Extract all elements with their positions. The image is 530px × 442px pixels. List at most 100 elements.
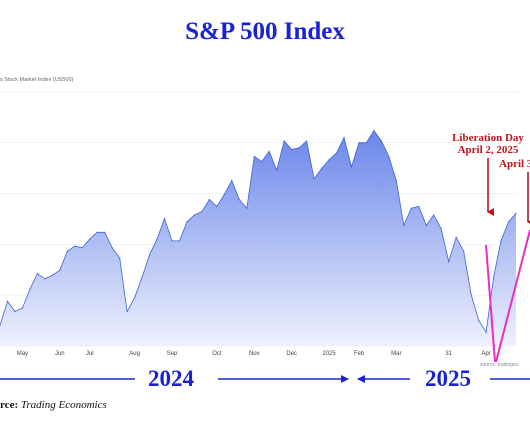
- data-point: [149, 254, 151, 256]
- data-point: [6, 300, 9, 302]
- data-point: [291, 149, 293, 151]
- data-point: [104, 231, 106, 233]
- data-point: [470, 293, 472, 295]
- data-point: [268, 150, 270, 152]
- data-point: [201, 211, 203, 213]
- data-point: [328, 159, 330, 161]
- data-point: [0, 324, 1, 326]
- source-name: Trading Economics: [20, 399, 107, 411]
- chart-source-note: source: tradingec: [480, 362, 519, 368]
- data-point: [119, 257, 121, 259]
- x-tick-label: May: [17, 351, 28, 357]
- data-point: [111, 247, 113, 249]
- data-point: [134, 297, 136, 299]
- data-point: [44, 278, 46, 280]
- x-tick-label: 31: [445, 351, 452, 357]
- x-tick-label: Nov: [249, 351, 260, 357]
- data-point: [156, 238, 158, 240]
- data-point: [89, 238, 91, 240]
- x-tick-label: Aug: [129, 351, 140, 357]
- x-tick-label: Mar: [391, 351, 401, 357]
- x-tick-label: Dec: [286, 351, 297, 357]
- data-point: [395, 180, 397, 182]
- data-point: [193, 214, 195, 216]
- data-point: [66, 250, 68, 252]
- series-points: [0, 130, 517, 333]
- data-point: [485, 331, 487, 333]
- x-tick-label: Jul: [86, 351, 94, 357]
- data-point: [216, 205, 218, 207]
- data-point: [51, 274, 53, 276]
- data-point: [403, 224, 405, 226]
- data-point: [126, 310, 128, 313]
- data-point: [493, 276, 495, 278]
- annotation-april-30-line1: April 30: [499, 158, 530, 170]
- data-point: [14, 310, 16, 313]
- data-point: [440, 228, 442, 230]
- data-point: [343, 136, 345, 139]
- data-point: [358, 142, 360, 144]
- data-point: [171, 240, 173, 242]
- data-point: [425, 224, 427, 226]
- data-point: [433, 214, 435, 216]
- data-point: [253, 155, 255, 158]
- data-point: [388, 155, 390, 158]
- data-point: [223, 193, 225, 195]
- data-point: [276, 169, 278, 171]
- data-point: [261, 161, 263, 163]
- data-point: [515, 212, 517, 214]
- data-point: [478, 319, 480, 321]
- data-point: [306, 140, 308, 142]
- annotation-liberation-day-line1: Liberation Day: [452, 132, 524, 144]
- data-point: [141, 276, 143, 278]
- year-label-2024: 2024: [148, 366, 194, 391]
- data-point: [507, 221, 510, 223]
- trend-line-up: [495, 229, 530, 363]
- data-point: [208, 198, 210, 201]
- x-tick-label: Oct: [212, 351, 222, 357]
- data-point: [455, 236, 457, 238]
- data-point: [365, 142, 367, 144]
- data-point: [81, 247, 83, 249]
- x-tick-label: Sep: [167, 351, 178, 357]
- data-point: [313, 178, 315, 180]
- data-point: [463, 250, 465, 252]
- data-point: [380, 140, 382, 142]
- data-point: [448, 261, 450, 263]
- x-tick-label: Feb: [354, 351, 365, 357]
- data-point: [186, 221, 188, 223]
- data-point: [178, 240, 181, 242]
- series-area: [0, 130, 516, 346]
- series-line: [0, 129, 517, 334]
- source-line: rce: Trading Economics: [0, 399, 107, 411]
- data-point: [410, 207, 412, 209]
- data-point: [298, 147, 300, 149]
- data-point: [246, 207, 248, 209]
- data-point: [418, 205, 420, 207]
- data-point: [74, 245, 76, 247]
- data-point: [36, 273, 39, 275]
- data-point: [335, 152, 338, 154]
- annotation-april-30: April 30: [499, 158, 530, 170]
- data-point: [163, 217, 166, 220]
- data-point: [238, 198, 240, 201]
- data-point: [500, 240, 502, 242]
- trend-line-down: [485, 244, 496, 363]
- chart-title: S&P 500 Index: [185, 18, 345, 45]
- data-point: [373, 130, 375, 132]
- source-label: rce:: [0, 399, 19, 411]
- annotation-liberation-day: Liberation Day April 2, 2025: [440, 132, 530, 156]
- x-axis-ticks: May Jun Jul Aug Sep Oct Nov Dec 2025 Feb Mar 31 Apr: [17, 351, 491, 357]
- year-label-2025: 2025: [425, 366, 471, 391]
- data-point: [283, 140, 285, 142]
- data-point: [29, 288, 31, 290]
- data-point: [59, 269, 61, 271]
- data-point: [96, 231, 98, 233]
- x-tick-label: 2025: [322, 351, 336, 357]
- data-point: [21, 307, 23, 309]
- x-tick-label: Apr: [481, 351, 490, 357]
- data-point: [350, 166, 353, 168]
- series-label: s Stock Market Index (US500): [0, 77, 74, 83]
- x-tick-label: Jun: [55, 351, 65, 357]
